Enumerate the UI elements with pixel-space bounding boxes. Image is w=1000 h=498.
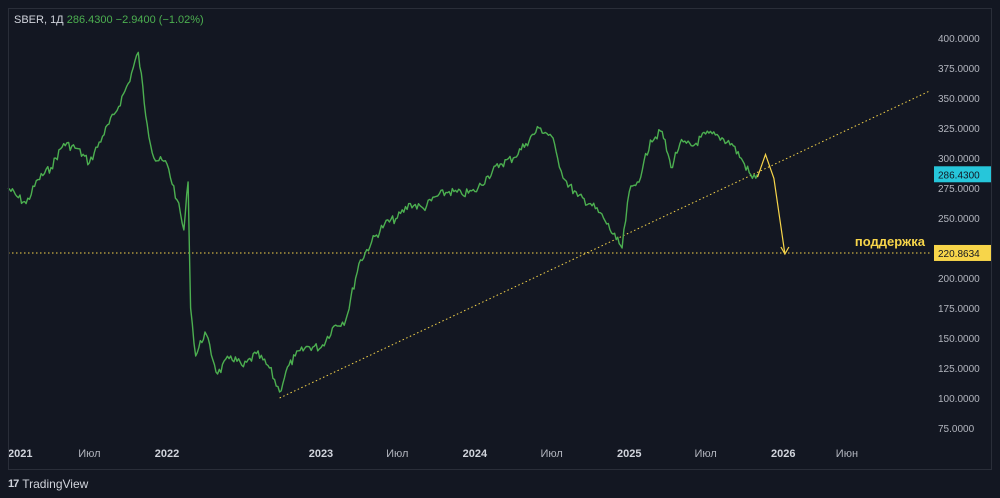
forecast-arrow	[756, 152, 786, 255]
symbol-legend[interactable]: SBER, 1Д 286.4300 −2.9400 (−1.02%)	[14, 14, 204, 26]
x-tick-label: 2023	[309, 448, 333, 460]
brand-name: TradingView	[22, 477, 89, 491]
forecast-arrowhead	[780, 246, 790, 256]
x-tick-label: 2024	[463, 448, 488, 460]
support-price-badge-label: 220.8634	[938, 249, 980, 260]
y-tick-label: 150.0000	[938, 334, 980, 345]
x-tick-label: 2022	[155, 448, 179, 460]
support-label: поддержка	[855, 234, 926, 249]
y-tick-label: 300.0000	[938, 154, 980, 165]
support-price-badge	[934, 244, 992, 261]
y-tick-label: 325.0000	[938, 124, 980, 135]
y-tick-label: 175.0000	[938, 304, 980, 315]
x-tick-label: Июл	[78, 448, 100, 460]
x-tick-label: 2026	[771, 448, 795, 460]
y-tick-label: 200.0000	[938, 274, 980, 285]
price-change: −2.9400 (−1.02%)	[115, 14, 204, 26]
y-tick-label: 275.0000	[938, 184, 980, 195]
y-tick-label: 250.0000	[938, 214, 980, 225]
x-tick-label: Июл	[694, 448, 716, 460]
x-tick-label: 2021	[8, 448, 32, 460]
x-tick-label: Июл	[386, 448, 408, 460]
tradingview-watermark[interactable]: 17 TradingView	[8, 474, 88, 494]
y-tick-label: 125.0000	[938, 364, 980, 375]
x-tick-label: 2025	[617, 448, 641, 460]
current-price-badge	[934, 166, 992, 183]
price-series-line	[7, 51, 759, 393]
last-price: 286.4300	[66, 14, 113, 26]
y-tick-label: 350.0000	[938, 94, 980, 105]
current-price-badge-label: 286.4300	[938, 170, 980, 181]
y-tick-label: 400.0000	[938, 34, 980, 45]
x-tick-label: Июл	[540, 448, 562, 460]
tradingview-logo-icon: 17	[8, 478, 19, 490]
y-tick-label: 75.0000	[938, 424, 975, 435]
y-tick-label: 100.0000	[938, 394, 980, 405]
symbol-label: SBER, 1Д	[14, 14, 64, 26]
x-tick-label: Июн	[836, 448, 858, 460]
y-tick-label: 375.0000	[938, 64, 980, 75]
